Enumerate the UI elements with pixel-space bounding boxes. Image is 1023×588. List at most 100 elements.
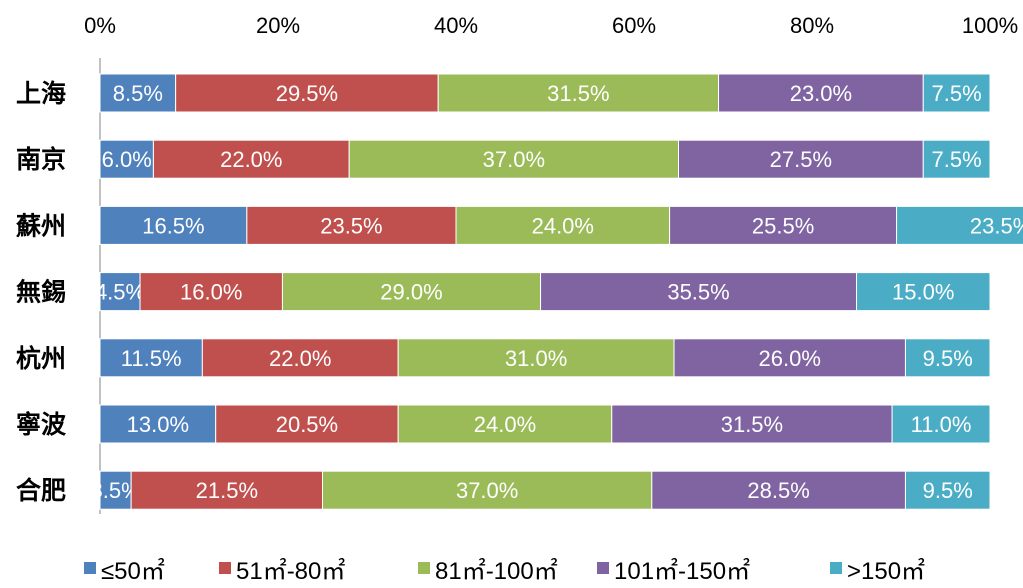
bar-segment (651, 470, 906, 510)
data-label: 31.5% (547, 81, 609, 106)
x-tick-label: 40% (434, 13, 478, 38)
bars: 8.5% 29.5% 31.5% 23.0% 7.5% 6.0% 22.0% 37.0% 27.… (90, 73, 1023, 510)
category-label: 無錫 (16, 278, 66, 307)
bar-segment (856, 272, 991, 312)
data-label: 8.5% (113, 81, 163, 106)
legend-swatch (830, 562, 842, 574)
data-label: 16.5% (142, 213, 204, 238)
category-label: 杭州 (16, 344, 66, 373)
legend: ≤50㎡ 51㎡-80㎡ 81㎡-100㎡ 101㎡-150㎡ >150㎡ (84, 558, 925, 585)
data-label: 7.5% (932, 81, 982, 106)
legend-item: >150㎡ (830, 558, 925, 585)
data-label: 25.5% (752, 213, 814, 238)
data-label: 9.5% (923, 478, 973, 503)
bar-segment (678, 139, 924, 179)
bar-segment (669, 205, 898, 245)
x-axis-ticks: 0% 20% 40% 60% 80% 100% (84, 13, 1018, 38)
bar-segment (215, 404, 399, 444)
data-label: 37.0% (456, 478, 518, 503)
bar-row: 6.0% 22.0% 37.0% 27.5% 7.5% (99, 139, 991, 179)
legend-label: 51㎡-80㎡ (236, 558, 345, 585)
data-label: 23.5% (970, 213, 1023, 238)
data-label: 11.5% (121, 346, 182, 371)
bar-segment (437, 73, 720, 113)
legend-swatch (84, 562, 96, 574)
data-label: 28.5% (747, 478, 809, 503)
data-label: 23.5% (320, 213, 382, 238)
legend-swatch (418, 562, 430, 574)
bar-segment (397, 404, 613, 444)
data-label: 13.0% (127, 412, 189, 437)
bar-row: 8.5% 29.5% 31.5% 23.0% 7.5% (99, 73, 991, 113)
data-label: 11.0% (911, 412, 972, 437)
bar-segment (99, 470, 132, 510)
category-label: 南京 (16, 145, 66, 174)
data-label: 20.5% (276, 412, 338, 437)
bar-segment (896, 205, 1023, 245)
x-tick-label: 0% (84, 13, 116, 38)
x-tick-label: 80% (790, 13, 834, 38)
data-label: 31.0% (505, 346, 567, 371)
data-label: 24.0% (532, 213, 594, 238)
bar-segment (139, 272, 283, 312)
legend-swatch (219, 562, 231, 574)
legend-label: 81㎡-100㎡ (435, 558, 558, 585)
data-label: 23.0% (790, 81, 852, 106)
legend-label: >150㎡ (847, 558, 925, 585)
category-label: 上海 (16, 79, 66, 108)
bar-segment (891, 404, 991, 444)
bar-segment (246, 205, 457, 245)
bar-segment (922, 73, 991, 113)
bar-segment (175, 73, 439, 113)
data-label: 22.0% (269, 346, 331, 371)
bar-segment (904, 338, 991, 378)
data-label: 15.0% (892, 280, 954, 305)
bar-segment (922, 139, 991, 179)
legend-item: 81㎡-100㎡ (418, 558, 558, 585)
bar-row: 3.5% 21.5% 37.0% 28.5% 9.5% (90, 470, 991, 510)
data-label: 7.5% (932, 147, 982, 172)
bar-segment (130, 470, 323, 510)
bar-row: 4.5% 16.0% 29.0% 35.5% 15.0% (95, 272, 991, 312)
data-label: 6.0% (102, 147, 152, 172)
data-label: 35.5% (667, 280, 729, 305)
data-label: 29.5% (276, 81, 338, 106)
bar-segment (99, 272, 141, 312)
category-label: 蘇州 (15, 211, 66, 240)
data-label: 9.5% (923, 346, 973, 371)
bar-segment (455, 205, 671, 245)
bar-row: 16.5% 23.5% 24.0% 25.5% 23.5% (99, 205, 1023, 245)
x-tick-label: 20% (256, 13, 300, 38)
data-label: 4.5% (95, 280, 145, 305)
data-label: 16.0% (180, 280, 242, 305)
legend-item: 101㎡-150㎡ (597, 558, 750, 585)
legend-label: 101㎡-150㎡ (614, 558, 750, 585)
legend-item: 51㎡-80㎡ (219, 558, 345, 585)
data-label: 24.0% (474, 412, 536, 437)
x-tick-label: 100% (962, 13, 1018, 38)
bar-segment (611, 404, 893, 444)
bar-segment (99, 404, 217, 444)
legend-label: ≤50㎡ (101, 558, 165, 585)
bar-row: 11.5% 22.0% 31.0% 26.0% 9.5% (99, 338, 991, 378)
legend-swatch (597, 562, 609, 574)
x-tick-label: 60% (612, 13, 656, 38)
category-label: 合肥 (16, 476, 66, 505)
data-label: 31.5% (721, 412, 783, 437)
category-label: 寧波 (16, 410, 67, 439)
bar-segment (99, 205, 248, 245)
bar-segment (904, 470, 991, 510)
bar-segment (99, 139, 154, 179)
legend-item: ≤50㎡ (84, 558, 165, 585)
data-label: 21.5% (196, 478, 258, 503)
data-label: 27.5% (770, 147, 832, 172)
data-label: 29.0% (380, 280, 442, 305)
data-label: 22.0% (220, 147, 282, 172)
bar-segment (281, 272, 542, 312)
data-label: 37.0% (483, 147, 545, 172)
data-label: 26.0% (759, 346, 821, 371)
bar-row: 13.0% 20.5% 24.0% 31.5% 11.0% (99, 404, 991, 444)
